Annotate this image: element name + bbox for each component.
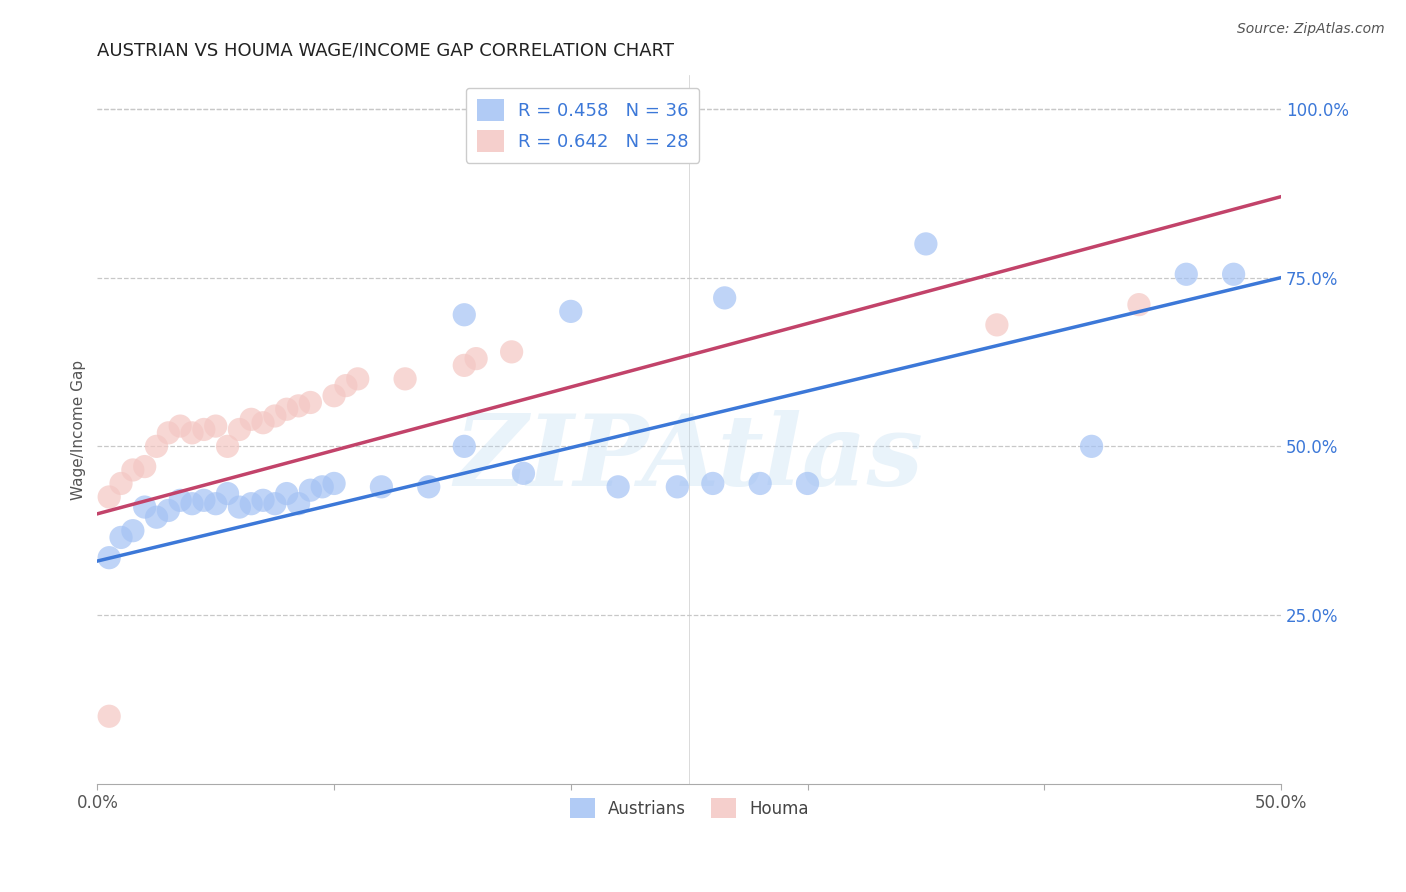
Point	[702, 476, 724, 491]
Point	[169, 419, 191, 434]
Point	[228, 500, 250, 514]
Point	[240, 497, 263, 511]
Point	[607, 480, 630, 494]
Point	[217, 439, 239, 453]
Point	[134, 500, 156, 514]
Point	[287, 497, 309, 511]
Legend: Austrians, Houma: Austrians, Houma	[562, 791, 815, 825]
Point	[311, 480, 333, 494]
Point	[98, 490, 121, 504]
Point	[713, 291, 735, 305]
Point	[287, 399, 309, 413]
Point	[264, 497, 287, 511]
Point	[323, 389, 346, 403]
Y-axis label: Wage/Income Gap: Wage/Income Gap	[72, 359, 86, 500]
Point	[252, 493, 274, 508]
Point	[560, 304, 582, 318]
Point	[121, 463, 143, 477]
Point	[666, 480, 689, 494]
Point	[1080, 439, 1102, 453]
Point	[453, 359, 475, 373]
Point	[418, 480, 440, 494]
Point	[276, 486, 298, 500]
Point	[1222, 267, 1244, 281]
Point	[1128, 298, 1150, 312]
Point	[453, 439, 475, 453]
Point	[181, 497, 204, 511]
Point	[264, 409, 287, 423]
Point	[169, 493, 191, 508]
Point	[512, 467, 534, 481]
Text: Source: ZipAtlas.com: Source: ZipAtlas.com	[1237, 22, 1385, 37]
Point	[204, 497, 226, 511]
Point	[193, 493, 215, 508]
Point	[453, 308, 475, 322]
Point	[299, 483, 322, 498]
Point	[276, 402, 298, 417]
Point	[299, 395, 322, 409]
Point	[394, 372, 416, 386]
Point	[346, 372, 368, 386]
Point	[134, 459, 156, 474]
Point	[145, 510, 167, 524]
Point	[121, 524, 143, 538]
Point	[370, 480, 392, 494]
Point	[915, 236, 938, 251]
Point	[501, 344, 523, 359]
Point	[110, 476, 132, 491]
Point	[335, 378, 357, 392]
Point	[204, 419, 226, 434]
Point	[1175, 267, 1198, 281]
Point	[110, 531, 132, 545]
Point	[986, 318, 1008, 332]
Text: ZIPAtlas: ZIPAtlas	[454, 409, 924, 506]
Point	[796, 476, 818, 491]
Point	[240, 412, 263, 426]
Point	[465, 351, 488, 366]
Point	[181, 425, 204, 440]
Point	[323, 476, 346, 491]
Point	[193, 422, 215, 436]
Point	[252, 416, 274, 430]
Point	[217, 486, 239, 500]
Point	[98, 709, 121, 723]
Point	[157, 425, 180, 440]
Point	[157, 503, 180, 517]
Point	[145, 439, 167, 453]
Point	[98, 550, 121, 565]
Text: AUSTRIAN VS HOUMA WAGE/INCOME GAP CORRELATION CHART: AUSTRIAN VS HOUMA WAGE/INCOME GAP CORREL…	[97, 42, 675, 60]
Point	[228, 422, 250, 436]
Point	[749, 476, 772, 491]
